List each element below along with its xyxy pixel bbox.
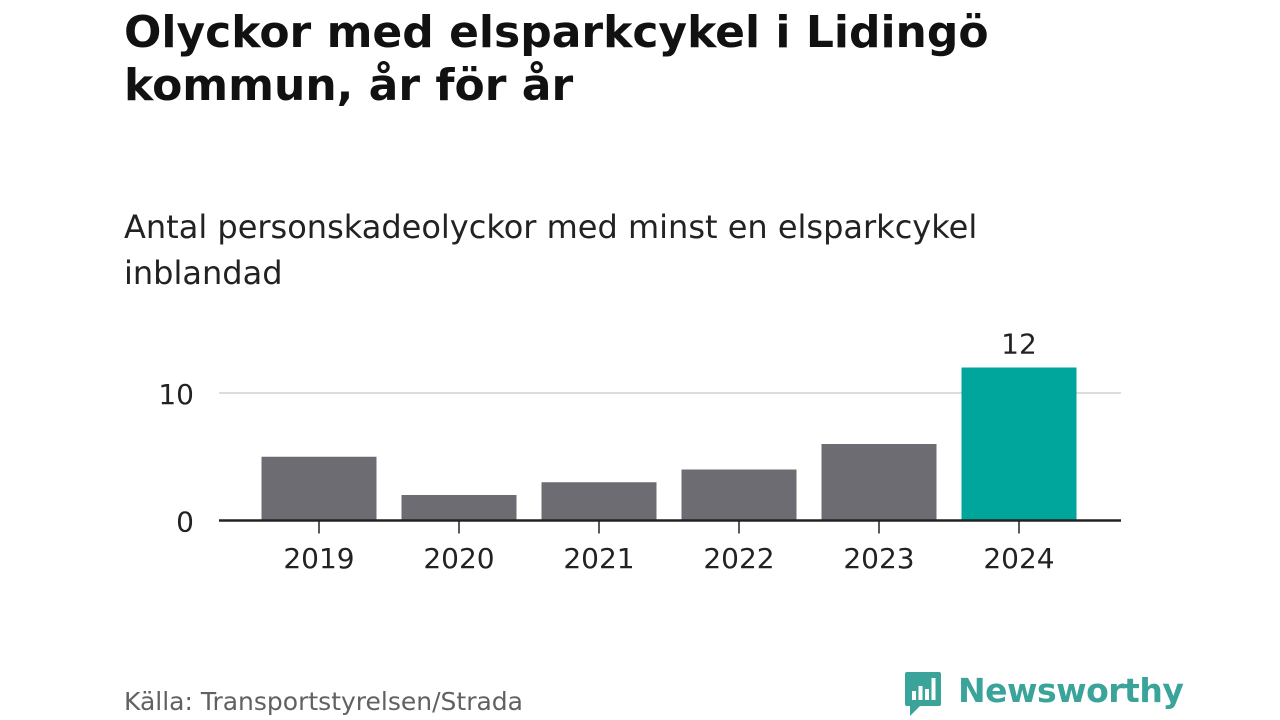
x-tick-label: 2023 [843,542,914,575]
bar [961,367,1077,521]
x-tick-label: 2020 [423,542,494,575]
chart-title: Olyckor med elsparkcykel i Lidingö kommu… [124,7,989,111]
x-tick-label: 2022 [703,542,774,575]
newsworthy-logo-icon [905,672,941,716]
source-note: Källa: Transportstyrelsen/Strada [124,687,523,716]
bar [541,482,657,521]
x-tick-label: 2021 [563,542,634,575]
y-tick-label: 10 [158,378,194,411]
x-tick-label: 2024 [983,542,1054,575]
bar [401,495,517,521]
bar [261,456,377,521]
y-tick-label: 0 [176,506,194,539]
brand-name: Newsworthy [958,671,1184,710]
bar [681,469,797,521]
x-tick-label: 2019 [283,542,354,575]
data-label: 12 [1001,328,1037,361]
bar [821,444,937,521]
chart-subtitle: Antal personskadeolyckor med minst en el… [124,208,978,292]
newsworthy-brand[interactable]: Newsworthy [903,670,1184,720]
